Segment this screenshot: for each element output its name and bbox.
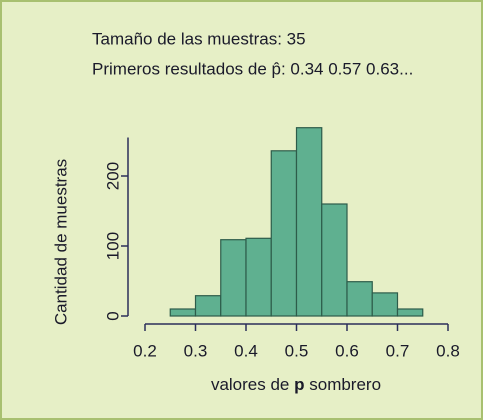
bar [346,281,373,317]
x-label-part: sombrero [305,375,382,394]
y-axis-label: Cantidad de muestras [51,159,70,325]
x-tick-label: 0.4 [234,341,258,360]
x-tick-label: 0.3 [184,341,208,360]
x-tick-label: 0.8 [436,341,460,360]
x-axis-label: valores de p sombrero [211,375,381,394]
bar [321,203,348,317]
chart-title: Tamaño de las muestras: 35 [92,29,306,48]
x-tick-label: 0.6 [335,341,359,360]
x-tick-label: 0.5 [285,341,309,360]
x-label-part: valores de [211,375,294,394]
x-tick-label: 0.7 [386,341,410,360]
bar [270,150,298,317]
bar [295,127,323,317]
bar [169,308,197,317]
y-tick-label: 200 [103,162,122,190]
bar [396,308,424,317]
bar [371,292,399,317]
y-tick-label: 0 [103,311,122,320]
bar [194,295,222,317]
bar [245,237,272,317]
x-tick-label: 0.2 [133,341,157,360]
y-tick-label: 100 [103,232,122,260]
bar [220,239,247,317]
chart-subtitle: Primeros resultados de p̂: 0.34 0.57 0.6… [92,59,413,78]
x-label-part: p [294,375,304,394]
